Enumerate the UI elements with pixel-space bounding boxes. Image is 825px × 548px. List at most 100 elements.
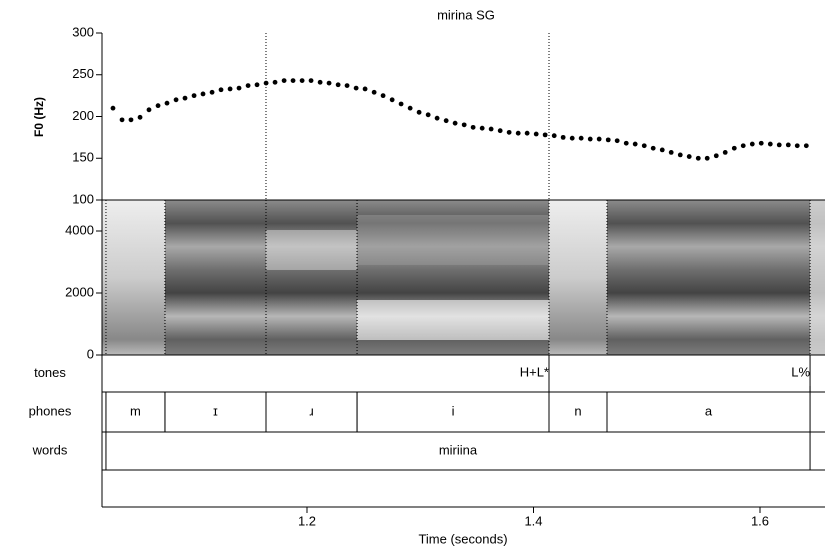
f0-point <box>110 105 116 111</box>
interval-label: ɪ <box>213 403 218 418</box>
f0-point <box>524 130 530 136</box>
tone-label: H+L* <box>520 364 549 379</box>
f0-point <box>623 140 629 146</box>
f0-point <box>191 93 197 99</box>
f0-point <box>560 134 566 140</box>
f0-point <box>758 140 764 146</box>
spectrogram-y-tick-label: 4000 <box>65 222 94 237</box>
f0-point <box>308 78 314 83</box>
f0-point <box>794 143 800 149</box>
f0-point <box>479 125 485 131</box>
y-tick-label: 300 <box>72 24 94 39</box>
f0-point <box>335 82 341 88</box>
spectrogram-image <box>102 200 825 355</box>
f0-point <box>254 82 260 88</box>
f0-point <box>380 93 386 99</box>
f0-point <box>722 150 728 155</box>
f0-point <box>200 91 206 97</box>
f0-point <box>515 130 521 136</box>
f0-point <box>461 122 467 128</box>
frame <box>101 33 825 508</box>
f0-point <box>695 155 701 161</box>
f0-point <box>452 120 458 126</box>
f0-point <box>650 145 656 151</box>
f0-point <box>137 114 143 120</box>
f0-point <box>506 129 512 135</box>
f0-point <box>290 78 296 83</box>
spectrogram-y-tick-label: 0 <box>87 346 94 361</box>
f0-point <box>443 118 449 124</box>
f0-point <box>488 126 494 132</box>
f0-point <box>497 128 503 134</box>
f0-point <box>425 112 431 118</box>
f0-point <box>182 95 188 101</box>
f0-point <box>677 152 683 158</box>
f0-point <box>470 124 476 130</box>
x-tick-label: 1.4 <box>524 513 542 528</box>
f0-point <box>704 155 710 161</box>
tone-label: L% <box>791 364 810 379</box>
f0-point <box>749 141 755 147</box>
y-tick-label: 250 <box>72 66 94 81</box>
f0-point <box>569 135 575 141</box>
f0-point <box>713 153 719 159</box>
f0-point <box>614 138 620 144</box>
f0-point <box>344 83 350 89</box>
f0-point <box>218 87 224 93</box>
f0-point <box>353 85 359 91</box>
f0-point <box>281 78 287 83</box>
f0-point <box>398 101 404 107</box>
spectrogram-y-tick-label: 2000 <box>65 284 94 299</box>
f0-point <box>731 145 737 151</box>
f0-point <box>263 80 269 86</box>
f0-point <box>668 150 674 155</box>
f0-point <box>209 89 215 95</box>
f0-point <box>533 131 539 137</box>
f0-point <box>317 79 323 85</box>
tier-name: words <box>32 442 68 457</box>
interval-label: miriina <box>439 442 478 457</box>
f0-point <box>146 107 152 113</box>
f0-point <box>587 136 593 142</box>
f0-point <box>407 105 413 111</box>
f0-point <box>245 83 251 89</box>
interval-label: n <box>574 403 581 418</box>
f0-point <box>776 142 782 148</box>
f0-point <box>551 133 557 139</box>
interval-label: m <box>130 403 141 418</box>
f0-point <box>227 86 233 92</box>
f0-point <box>686 154 692 159</box>
x-axis-label: Time (seconds) <box>418 531 507 546</box>
f0-point <box>272 79 278 85</box>
f0-point <box>362 86 368 92</box>
y-axis-label: F0 (Hz) <box>32 97 46 137</box>
f0-point <box>578 135 584 141</box>
f0-point <box>542 132 548 138</box>
y-tick-label: 200 <box>72 108 94 123</box>
f0-point <box>434 115 440 121</box>
f0-point <box>767 141 773 147</box>
f0-point <box>803 143 809 149</box>
f0-point <box>236 85 242 91</box>
f0-point <box>371 89 377 95</box>
f0-point <box>299 78 305 83</box>
f0-point <box>641 143 647 149</box>
f0-point <box>659 147 665 153</box>
f0-point <box>596 136 602 142</box>
f0-point <box>389 97 395 103</box>
f0-point <box>173 97 179 103</box>
f0-point <box>416 109 422 115</box>
y-tick-label: 150 <box>72 150 94 165</box>
f0-point <box>632 141 638 147</box>
interval-label: ɹ <box>309 403 313 418</box>
f0-point <box>119 117 125 123</box>
f0-point <box>605 137 611 143</box>
interval-label: a <box>705 403 713 418</box>
f0-point <box>326 80 332 86</box>
f0-point <box>785 142 791 148</box>
y-tick-label: 100 <box>72 191 94 206</box>
f0-point <box>155 103 161 109</box>
x-tick-label: 1.2 <box>298 513 316 528</box>
chart-title: mirina SG <box>437 7 495 22</box>
